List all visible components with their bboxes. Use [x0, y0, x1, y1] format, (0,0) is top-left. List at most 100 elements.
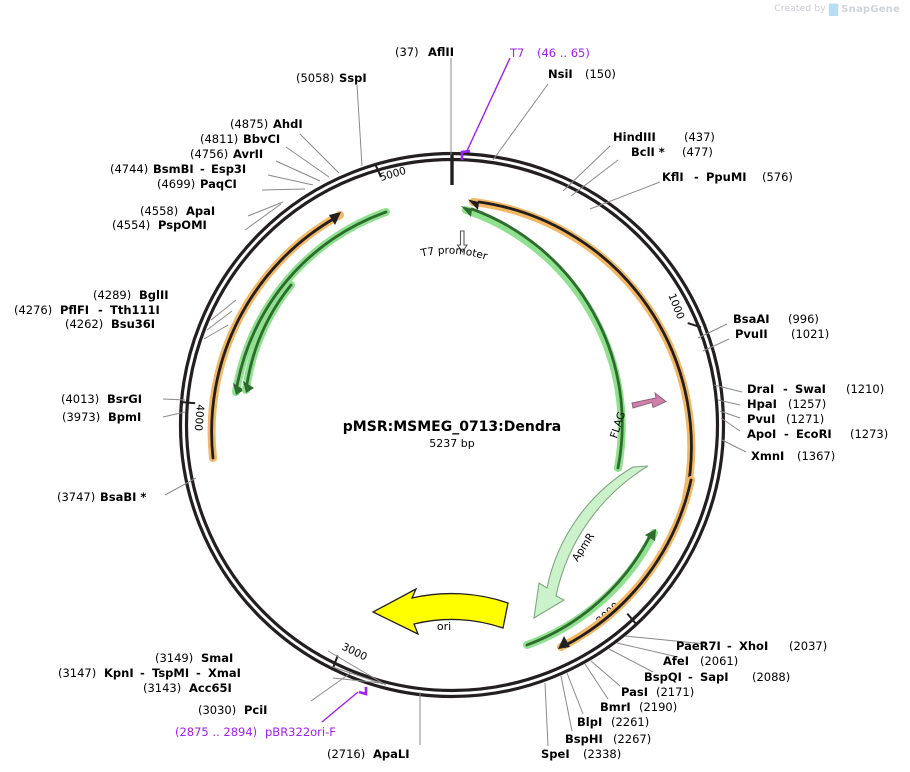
site-label-kflI[interactable]: KflI - PpuMI (576) [662, 170, 793, 184]
ahdI-enzyme: AhdI [273, 117, 303, 131]
pasI-position: (2171) [656, 685, 694, 699]
kflI-dash: - [694, 170, 699, 184]
site-label-pflFI[interactable]: (4276) PflFI - Tth111I [14, 303, 160, 317]
bmrI-position: (2190) [639, 700, 677, 714]
afeI-enzyme: AfeI [663, 654, 689, 668]
site-label-apoI[interactable]: ApoI - EcoRI (1273) [747, 427, 888, 441]
bsaBI-enzyme: BsaBI * [100, 490, 146, 504]
site-label-pasI[interactable]: PasI (2171) [621, 685, 694, 699]
bpmI-position: (3973) [62, 410, 100, 424]
primer-arrowhead-orange-top [468, 199, 479, 210]
site-label-bsrGI[interactable]: (4013) BsrGI [61, 392, 142, 406]
paeR7I-position: (2037) [789, 639, 827, 653]
bclI-position: (477) [682, 145, 713, 159]
primer-arrowhead-green-left2 [243, 381, 254, 393]
feature-ori[interactable]: ori [371, 587, 509, 636]
site-label-pvuII[interactable]: PvuII (1021) [735, 327, 829, 341]
site-label-bglII[interactable]: (4289) BglII [93, 288, 169, 302]
primer-arcs [207, 198, 696, 651]
site-label-speI[interactable]: SpeI (2338) [541, 747, 621, 761]
afeI-position: (2061) [700, 654, 738, 668]
draI-position: (1210) [846, 382, 884, 396]
blpI-enzyme: BlpI [577, 715, 602, 729]
bglII-enzyme: BglII [139, 288, 169, 302]
pbr322ori-f-primer-mark[interactable] [358, 687, 368, 696]
site-label-paqCI[interactable]: (4699) PaqCI [157, 177, 237, 191]
bbvCI-enzyme: BbvCI [243, 132, 280, 146]
site-label-acc65I[interactable]: (3143) Acc65I [143, 681, 232, 695]
kpnI-enzyme: KpnI [104, 666, 134, 680]
site-label-pbr322ori-f[interactable]: (2875 .. 2894) pBR322ori-F [175, 725, 336, 739]
apaLI-enzyme: ApaLI [373, 747, 410, 761]
esp3I-enzyme: Esp3I [211, 162, 246, 176]
site-label-bspQI[interactable]: BspQI - SapI (2088) [644, 670, 790, 684]
site-label-bclI[interactable]: BclI * (477) [631, 145, 713, 159]
pciI-enzyme: PciI [244, 703, 267, 717]
pflFI-enzyme: PflFI [60, 303, 89, 317]
site-label-hindIII[interactable]: HindIII (437) [613, 130, 715, 144]
primer-arrowhead-orange-left [329, 212, 341, 225]
bsrGI-position: (4013) [61, 392, 99, 406]
pvuII-enzyme: PvuII [735, 327, 768, 341]
site-label-bsmBI[interactable]: (4744) BsmBI - Esp3I [110, 162, 246, 176]
site-label-bpmI[interactable]: (3973) BpmI [62, 410, 141, 424]
pbr322ori-f-name: pBR322ori-F [265, 725, 336, 739]
feature-t7-promoter[interactable]: T7 promoter [419, 230, 505, 268]
kflI-position: (576) [762, 170, 793, 184]
site-label-hpaI[interactable]: HpaI (1257) [747, 397, 826, 411]
site-label-bsaBI[interactable]: (3747) BsaBI * [57, 490, 146, 504]
site-label-blpI[interactable]: BlpI (2261) [577, 715, 649, 729]
xmaI-enzyme: XmaI [208, 666, 241, 680]
site-label-pspOMI[interactable]: (4554) PspOMI [112, 218, 207, 232]
apaI-position: (4558) [140, 204, 178, 218]
site-label-draI[interactable]: DraI - SwaI (1210) [747, 382, 884, 396]
acc65I-position: (3143) [143, 681, 181, 695]
apoI-dash: - [784, 427, 789, 441]
avrII-enzyme: AvrII [233, 147, 263, 161]
site-label-pciI[interactable]: (3030) PciI [198, 703, 267, 717]
site-label-kpnI[interactable]: (3147) KpnI - TspMI - XmaI [58, 666, 241, 680]
ori-label: ori [437, 620, 451, 633]
site-label-bbvCI[interactable]: (4811) BbvCI [200, 132, 280, 146]
site-label-pvuI[interactable]: PvuI (1271) [747, 412, 824, 426]
speI-position: (2338) [583, 747, 621, 761]
watermark-prefix: Created by [774, 4, 826, 14]
scale-label-4000: 4000 [192, 404, 206, 432]
site-label-apaI[interactable]: (4558) ApaI [140, 204, 215, 218]
site-label-sspI[interactable]: (5058) SspI [296, 71, 367, 85]
t7-promoter-label: T7 promoter [419, 245, 490, 263]
site-label-bmrI[interactable]: BmrI (2190) [600, 700, 677, 714]
site-label-bsaAI[interactable]: BsaAI (996) [733, 312, 819, 326]
site-label-aflII[interactable]: (37) AflII [395, 45, 454, 59]
site-label-avrII[interactable]: (4756) AvrII [190, 147, 263, 161]
site-label-apaLI[interactable]: (2716) ApaLI [327, 747, 410, 761]
smaI-enzyme: SmaI [201, 651, 233, 665]
xhoI-enzyme: XhoI [739, 639, 768, 653]
swaI-enzyme: SwaI [795, 382, 826, 396]
t7-primer-name: T7 [509, 46, 524, 60]
bsaAI-position: (996) [788, 312, 819, 326]
ppuMI-enzyme: PpuMI [706, 170, 747, 184]
primer-arrow-orange-left [210, 216, 337, 460]
site-label-t7-primer[interactable]: T7 (46 .. 65) [509, 46, 590, 60]
site-label-bspHI[interactable]: BspHI (2267) [565, 732, 651, 746]
snapgene-logo-icon: ▇ [828, 2, 839, 16]
site-label-xmnI[interactable]: XmnI (1367) [751, 449, 835, 463]
pflFI-dash: - [98, 303, 103, 317]
aflII-enzyme: AflII [428, 45, 454, 59]
sspI-position: (5058) [296, 71, 334, 85]
site-label-smaI[interactable]: (3149) SmaI [155, 651, 233, 665]
bbvCI-position: (4811) [200, 132, 238, 146]
bclI-enzyme: BclI * [631, 145, 665, 159]
t7-promoter-arrow-icon [456, 230, 469, 253]
pasI-enzyme: PasI [621, 685, 648, 699]
tspMI-enzyme: TspMI [152, 666, 189, 680]
site-label-afeI[interactable]: AfeI (2061) [663, 654, 738, 668]
site-label-nsiI[interactable]: NsiI (150) [548, 67, 616, 81]
site-label-ahdI[interactable]: (4875) AhdI [230, 117, 303, 131]
site-label-paeR7I[interactable]: PaeR7I - XhoI (2037) [676, 639, 827, 653]
kflI-enzyme: KflI [662, 170, 684, 184]
site-label-bsu36I[interactable]: (4262) Bsu36I [65, 317, 155, 331]
